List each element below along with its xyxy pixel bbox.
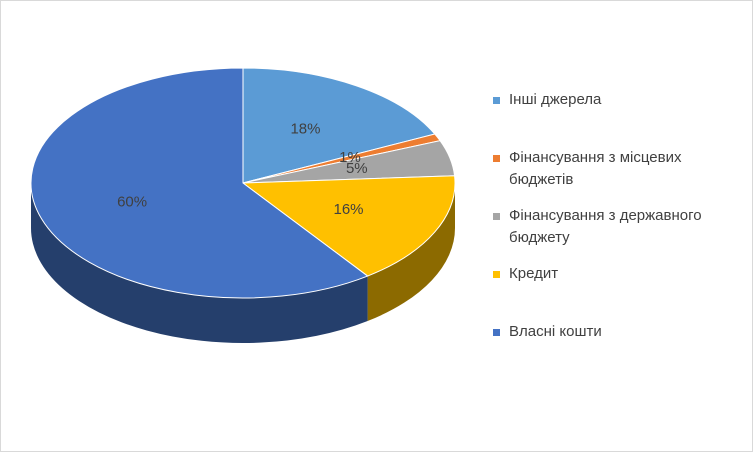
pie: 18% 1%5% 16% 60% xyxy=(30,67,456,343)
legend-label: Інші джерела xyxy=(509,91,602,108)
legend-item: Фінансування з місцевих бюджетів xyxy=(491,147,746,205)
data-label: 16% xyxy=(333,201,363,218)
legend-label: Фінансування з державного бюджету xyxy=(509,207,702,246)
legend-item: Інші джерела xyxy=(491,89,746,147)
legend-swatch xyxy=(493,271,500,278)
slice xyxy=(30,67,369,299)
legend-item: Фінансування з державного бюджету xyxy=(491,205,746,263)
data-label: 60% xyxy=(117,194,147,211)
legend-item: Кредит xyxy=(491,263,746,321)
legend-swatch xyxy=(493,213,500,220)
legend-swatch xyxy=(493,155,500,162)
legend-swatch xyxy=(493,97,500,104)
data-label: 18% xyxy=(290,121,320,138)
legend-item: Власні кошти xyxy=(491,321,746,379)
legend-label: Власні кошти xyxy=(509,323,602,340)
data-label: 5% xyxy=(346,160,368,177)
legend-swatch xyxy=(493,329,500,336)
slice xyxy=(241,175,456,277)
slice-side xyxy=(367,183,455,322)
slice-side xyxy=(31,183,368,343)
legend-label: Кредит xyxy=(509,265,559,282)
legend: Інші джерела Фінансування з місцевих бюдж… xyxy=(491,89,746,379)
data-label: 1% xyxy=(339,149,361,166)
slice xyxy=(242,67,436,184)
legend-label: Фінансування з місцевих бюджетів xyxy=(509,149,682,188)
